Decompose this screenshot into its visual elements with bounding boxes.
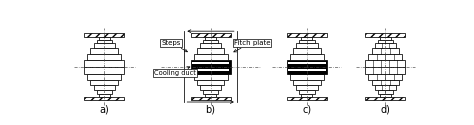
Bar xyxy=(288,62,326,64)
Bar xyxy=(296,85,318,90)
Bar xyxy=(91,48,118,54)
Bar xyxy=(97,40,112,44)
Bar xyxy=(287,67,327,73)
Bar xyxy=(287,34,327,36)
Bar xyxy=(365,97,405,100)
Bar xyxy=(368,54,402,60)
Bar xyxy=(191,69,229,71)
Bar xyxy=(293,80,321,85)
Text: Cooling duct: Cooling duct xyxy=(155,67,196,76)
Bar xyxy=(93,85,115,90)
Bar xyxy=(380,94,391,97)
Text: c): c) xyxy=(302,104,311,114)
Bar xyxy=(203,90,219,94)
Bar xyxy=(99,94,109,97)
Bar xyxy=(200,85,221,90)
Bar xyxy=(301,94,312,97)
Text: a): a) xyxy=(100,104,109,114)
Bar xyxy=(290,54,324,60)
Bar xyxy=(365,60,405,67)
Bar xyxy=(99,36,109,40)
Bar xyxy=(365,34,405,36)
Bar xyxy=(301,36,312,40)
Bar xyxy=(191,97,231,100)
Bar xyxy=(372,80,399,85)
Text: b): b) xyxy=(206,104,216,114)
Bar xyxy=(374,44,396,48)
Text: Steps: Steps xyxy=(161,40,187,52)
Bar xyxy=(191,67,231,73)
Text: d): d) xyxy=(381,104,390,114)
Bar xyxy=(378,90,393,94)
Bar xyxy=(197,48,225,54)
Bar xyxy=(197,80,225,85)
Bar xyxy=(203,40,219,44)
Bar xyxy=(84,60,124,67)
Bar xyxy=(194,74,228,80)
Bar xyxy=(84,67,124,73)
Bar xyxy=(84,97,124,100)
Bar xyxy=(378,40,393,44)
Bar xyxy=(97,90,112,94)
Bar xyxy=(299,40,315,44)
Bar xyxy=(205,36,216,40)
Bar xyxy=(91,80,118,85)
Bar xyxy=(288,69,326,71)
Bar xyxy=(191,62,229,64)
Bar xyxy=(365,67,405,73)
Bar xyxy=(299,90,315,94)
Bar xyxy=(374,85,396,90)
Bar xyxy=(87,54,121,60)
Bar xyxy=(191,34,231,36)
Bar xyxy=(194,54,228,60)
Bar xyxy=(380,36,391,40)
Bar xyxy=(191,60,231,67)
Bar xyxy=(290,74,324,80)
Bar xyxy=(205,94,216,97)
Bar xyxy=(87,74,121,80)
Bar xyxy=(293,48,321,54)
Bar xyxy=(93,44,115,48)
Text: Fitch plate: Fitch plate xyxy=(234,40,270,52)
Bar xyxy=(287,97,327,100)
Bar xyxy=(200,44,221,48)
Bar xyxy=(84,34,124,36)
Bar xyxy=(372,48,399,54)
Bar xyxy=(368,74,402,80)
Bar xyxy=(287,60,327,67)
Bar xyxy=(296,44,318,48)
